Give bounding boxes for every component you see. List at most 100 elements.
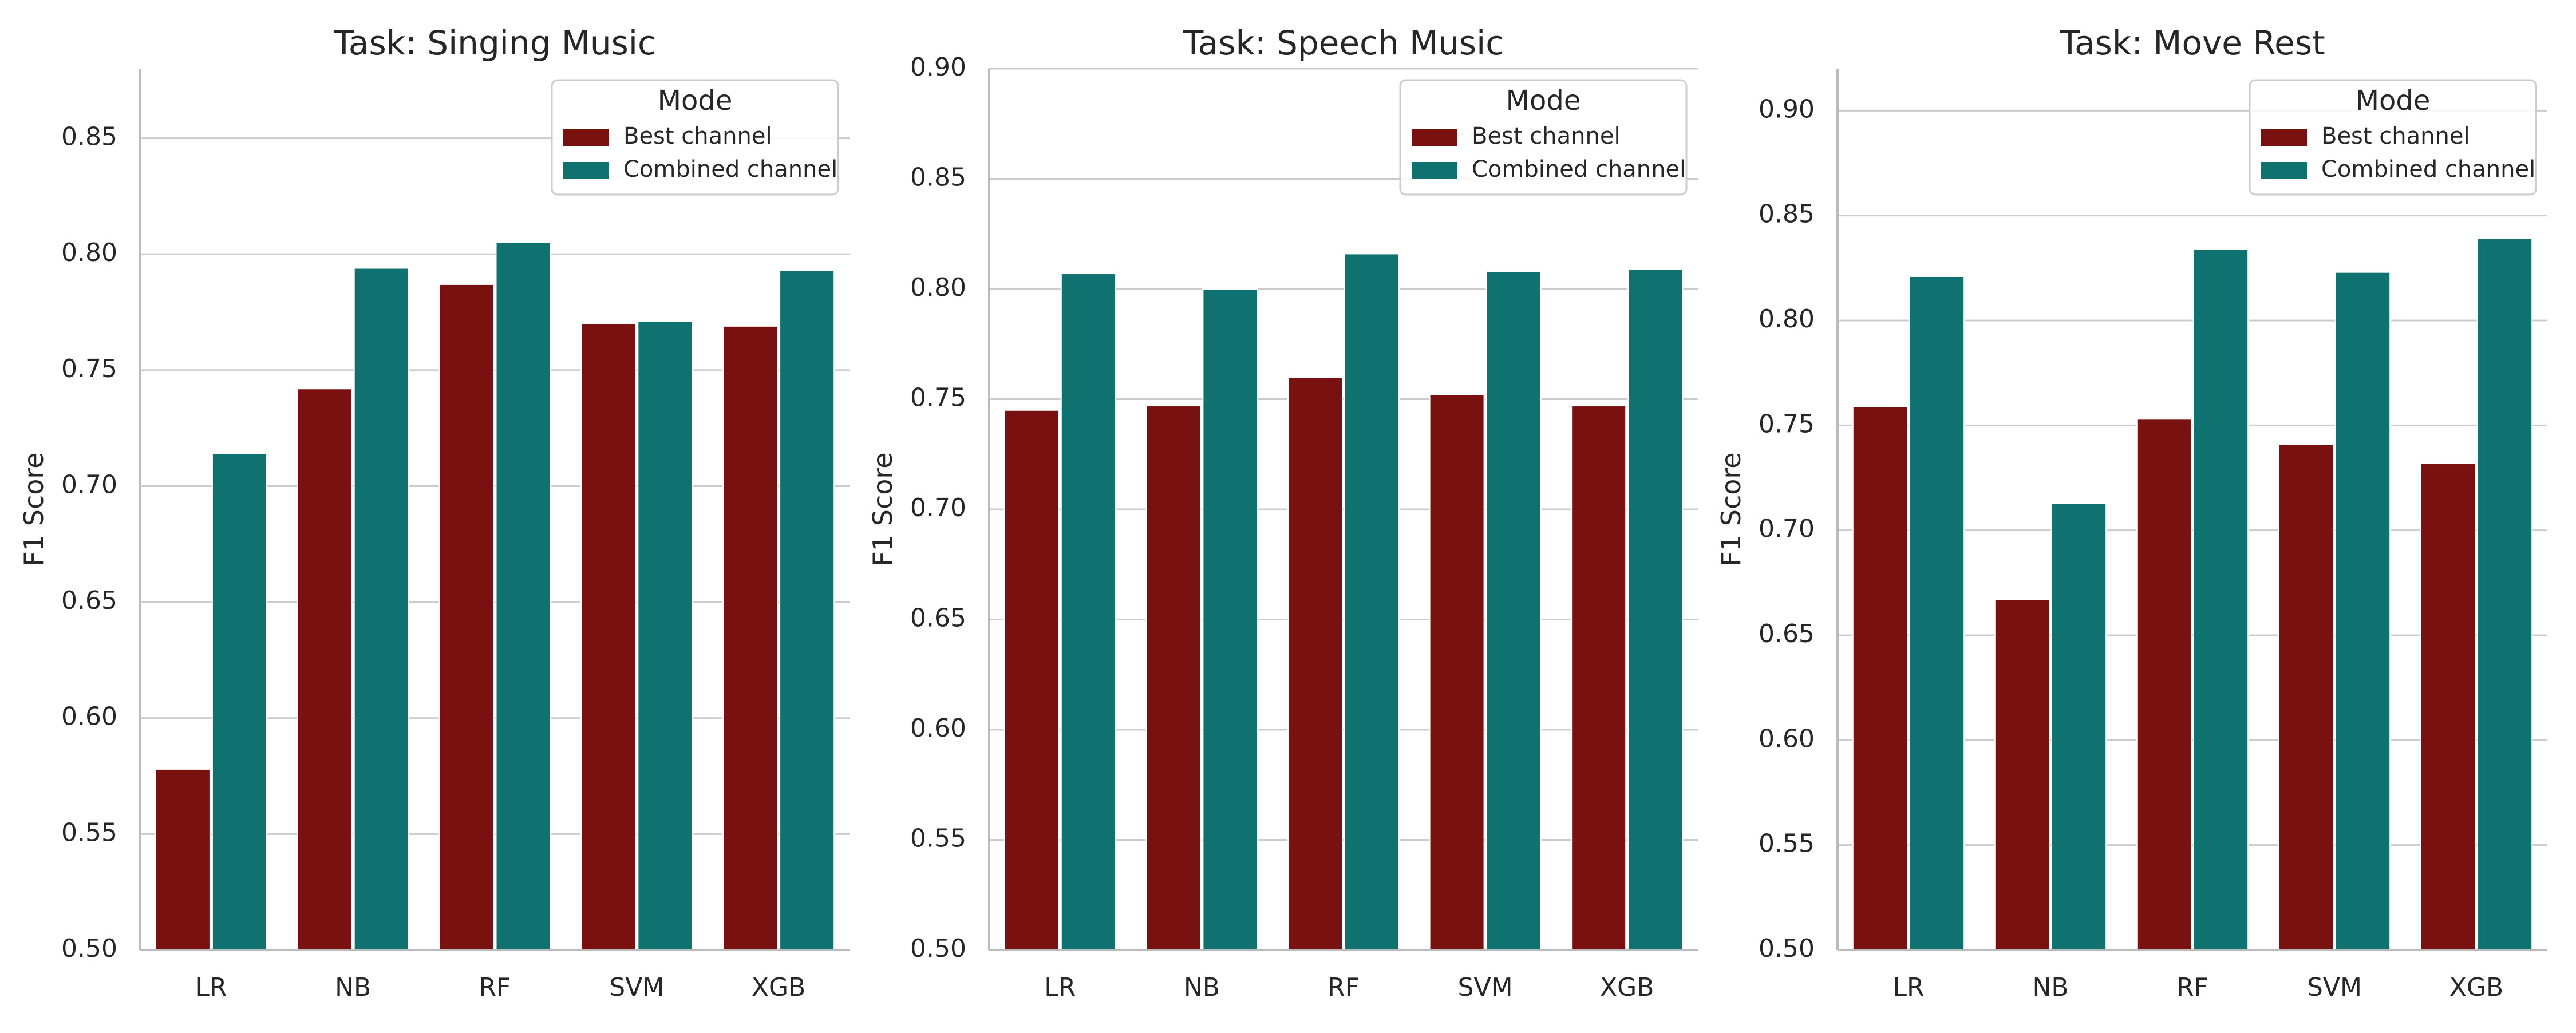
y-tick-label: 0.60 <box>1759 724 1815 753</box>
bar-combined-nb <box>2051 502 2107 951</box>
bar-best-xgb <box>1571 405 1627 951</box>
legend-entry-label: Combined channel <box>1472 156 1686 183</box>
x-tick-label: XGB <box>752 973 805 1002</box>
legend-entry-label: Best channel <box>1472 123 1621 149</box>
y-tick-label: 0.50 <box>61 934 117 963</box>
bar-best-lr <box>1852 406 1909 951</box>
legend-entry-label: Best channel <box>623 123 772 149</box>
x-tick-label: XGB <box>1600 973 1654 1002</box>
y-tick-label: 0.80 <box>61 238 117 267</box>
chart-title: Task: Speech Music <box>1183 23 1504 62</box>
bar-combined-rf <box>2193 248 2249 951</box>
chart-panel-3: 0.50 0.55 0.60 0.65 0.70 0.75 0.80 0.85 0.90 LR NB… <box>1716 23 2547 1002</box>
y-tick-label: 0.70 <box>61 470 117 499</box>
y-tick-label: 0.85 <box>910 163 966 192</box>
bar-combined-nb <box>353 267 409 951</box>
legend-box <box>1399 79 1688 196</box>
x-tick-label: NB <box>2032 973 2068 1002</box>
legend: Mode Best channel Combined channel <box>551 79 839 196</box>
bar-best-lr <box>155 768 211 951</box>
x-tick-label: SVM <box>1458 973 1513 1002</box>
legend: Mode Best channel Combined channel <box>2249 79 2537 196</box>
bar-best-svm <box>1429 394 1485 951</box>
legend-swatch-combined <box>563 162 609 179</box>
bar-best-xgb <box>2420 462 2476 951</box>
y-tick-label: 0.65 <box>61 586 117 615</box>
chart-panel-2: 0.50 0.55 0.60 0.65 0.70 0.75 0.80 0.85 0.90 LR NB… <box>867 23 1698 1002</box>
chart-title: Task: Singing Music <box>333 23 656 62</box>
y-tick-label: 0.75 <box>1759 409 1815 438</box>
bar-combined-nb <box>1202 288 1258 951</box>
legend-swatch-combined <box>1412 162 1457 179</box>
y-tick-label: 0.80 <box>1759 304 1815 334</box>
legend-title: Mode <box>2356 85 2431 117</box>
bar-combined-lr <box>211 453 268 951</box>
chart-title: Task: Move Rest <box>2059 23 2325 62</box>
bar-combined-xgb <box>1627 268 1684 951</box>
legend-box <box>2249 79 2537 196</box>
x-tick-label: RF <box>479 973 511 1002</box>
bar-best-nb <box>1145 405 1202 951</box>
x-tick-label: XGB <box>2449 973 2503 1002</box>
bar-best-svm <box>2278 444 2334 951</box>
x-tick-label: NB <box>335 973 371 1002</box>
bar-best-xgb <box>722 325 779 951</box>
legend-entry-label: Combined channel <box>2321 156 2535 183</box>
y-tick-label: 0.55 <box>61 818 117 847</box>
legend-swatch-best <box>1412 129 1457 146</box>
y-tick-label: 0.75 <box>61 354 117 383</box>
x-tick-label: LR <box>195 973 227 1002</box>
y-tick-label: 0.50 <box>1759 934 1815 963</box>
bar-combined-lr <box>1909 276 1965 951</box>
x-tick-label: LR <box>1893 973 1924 1002</box>
bar-combined-xgb <box>779 270 835 951</box>
legend-title: Mode <box>1506 85 1581 117</box>
bar-best-rf <box>438 283 495 951</box>
y-tick-label: 0.60 <box>61 702 117 731</box>
y-tick-label: 0.80 <box>910 273 966 302</box>
x-tick-label: RF <box>1327 973 1360 1002</box>
y-tick-label: 0.50 <box>910 934 966 963</box>
bar-combined-rf <box>495 242 551 951</box>
y-axis-label: F1 Score <box>1716 452 1747 566</box>
y-tick-label: 0.60 <box>910 714 966 743</box>
x-tick-label: SVM <box>2307 973 2362 1002</box>
y-tick-label: 0.70 <box>1759 514 1815 544</box>
bar-combined-xgb <box>2477 238 2533 951</box>
y-axis-label: F1 Score <box>867 452 898 566</box>
y-tick-label: 0.55 <box>910 824 966 853</box>
legend-entry-label: Best channel <box>2321 123 2470 149</box>
legend-swatch-combined <box>2261 162 2307 179</box>
x-tick-label: RF <box>2176 973 2208 1002</box>
y-tick-label: 0.85 <box>61 122 117 152</box>
bar-combined-lr <box>1060 273 1116 951</box>
x-tick-label: NB <box>1184 973 1220 1002</box>
bar-best-svm <box>580 323 637 951</box>
y-tick-label: 0.75 <box>910 383 966 413</box>
x-tick-label: LR <box>1044 973 1076 1002</box>
bar-best-rf <box>1287 377 1343 951</box>
legend-entry-label: Combined channel <box>623 156 837 183</box>
bar-combined-svm <box>1485 271 1542 951</box>
y-axis-label: F1 Score <box>18 452 49 566</box>
y-tick-label: 0.90 <box>910 53 966 82</box>
y-tick-label: 0.65 <box>910 604 966 633</box>
y-tick-label: 0.55 <box>1759 829 1815 858</box>
y-tick-label: 0.85 <box>1759 200 1815 229</box>
y-tick-label: 0.90 <box>1759 94 1815 124</box>
y-tick-label: 0.65 <box>1759 619 1815 648</box>
legend-title: Mode <box>658 85 733 117</box>
y-tick-label: 0.70 <box>910 493 966 523</box>
x-tick-label: SVM <box>609 973 664 1002</box>
bar-combined-rf <box>1344 253 1400 951</box>
legend-swatch-best <box>2261 129 2307 146</box>
bar-combined-svm <box>2335 271 2391 951</box>
bar-best-nb <box>297 388 353 951</box>
legend-swatch-best <box>563 129 609 146</box>
legend: Mode Best channel Combined channel <box>1399 79 1688 196</box>
bar-best-lr <box>1003 409 1060 951</box>
legend-box <box>551 79 839 196</box>
bar-combined-svm <box>637 320 693 951</box>
